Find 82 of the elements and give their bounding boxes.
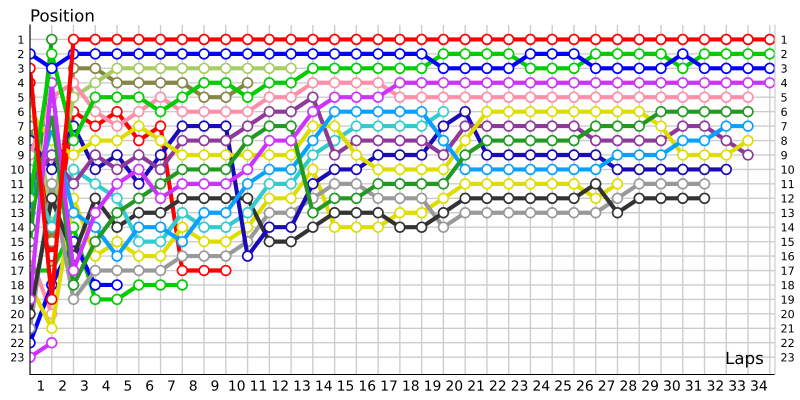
y2-tick-label: 10 bbox=[782, 165, 794, 174]
y-tick-label: 17 bbox=[12, 266, 24, 275]
y2-tick-label: 1 bbox=[782, 36, 787, 44]
x-tick-label: 20 bbox=[446, 380, 462, 391]
y-axis-title: Position bbox=[32, 8, 94, 22]
y-tick-label: 7 bbox=[18, 122, 24, 130]
x-tick-label: 6 bbox=[146, 380, 154, 391]
x-tick-label: 3 bbox=[81, 380, 88, 391]
x-tick-label: 23 bbox=[512, 380, 528, 391]
y2-tick-label: 6 bbox=[781, 108, 787, 116]
y2-tick-label: 4 bbox=[781, 78, 787, 87]
y-tick-label: 5 bbox=[18, 93, 24, 102]
y-tick-label: 4 bbox=[18, 78, 24, 87]
y-tick-label: 20 bbox=[11, 310, 24, 318]
x-tick-label: 26 bbox=[577, 380, 593, 391]
x-tick-label: 4 bbox=[102, 380, 110, 391]
x-tick-label: 18 bbox=[403, 380, 419, 391]
y-tick-label: 3 bbox=[18, 64, 24, 73]
y-tick-label: 14 bbox=[12, 223, 24, 232]
y-tick-label: 21 bbox=[11, 324, 24, 333]
x-tick-label: 22 bbox=[490, 380, 506, 391]
x-tick-label: 2 bbox=[59, 380, 66, 391]
y-tick-label: 6 bbox=[18, 108, 24, 116]
y-tick-label: 11 bbox=[12, 180, 24, 188]
y2-tick-label: 2 bbox=[781, 50, 787, 58]
x-tick-label: 10 bbox=[229, 380, 245, 391]
y2-tick-label: 23 bbox=[781, 353, 794, 362]
y2-tick-label: 8 bbox=[781, 136, 787, 145]
x-tick-label: 5 bbox=[124, 380, 132, 391]
x-tick-label: 32 bbox=[708, 380, 723, 391]
y-tick-label: 9 bbox=[18, 150, 24, 160]
y2-tick-label: 9 bbox=[781, 150, 787, 160]
y2-tick-label: 19 bbox=[782, 295, 794, 304]
x-tick-label: 30 bbox=[664, 380, 680, 391]
y2-tick-label: 21 bbox=[781, 324, 794, 333]
x-tick-label: 28 bbox=[620, 380, 636, 391]
x-tick-label: 31 bbox=[686, 380, 702, 391]
x-tick-label: 7 bbox=[168, 380, 175, 391]
x-tick-label: 19 bbox=[425, 380, 440, 391]
x-tick-label: 33 bbox=[729, 380, 745, 391]
y2-tick-label: 22 bbox=[781, 338, 794, 347]
x-axis-title: Laps bbox=[726, 352, 764, 368]
y2-tick-label: 14 bbox=[782, 223, 794, 232]
x-tick-label: 14 bbox=[316, 380, 332, 391]
y2-tick-label: 18 bbox=[782, 280, 794, 290]
y-tick-label: 18 bbox=[12, 280, 24, 290]
x-tick-label: 11 bbox=[251, 380, 266, 391]
x-tick-label: 12 bbox=[272, 380, 288, 391]
y2-tick-label: 3 bbox=[781, 64, 787, 73]
y2-tick-label: 15 bbox=[782, 238, 794, 246]
y2-tick-label: 13 bbox=[782, 208, 794, 218]
y-tick-label: 10 bbox=[12, 165, 24, 174]
x-tick-label: 29 bbox=[642, 380, 658, 391]
y2-tick-label: 12 bbox=[782, 194, 794, 203]
x-tick-label: 9 bbox=[211, 380, 218, 391]
x-tick-label: 8 bbox=[190, 380, 197, 391]
y-tick-label: 8 bbox=[18, 136, 24, 145]
y-tick-label: 23 bbox=[11, 353, 24, 362]
y-tick-label: 19 bbox=[12, 295, 24, 304]
y2-tick-label: 11 bbox=[782, 180, 794, 188]
y-tick-label: 16 bbox=[12, 252, 24, 260]
x-tick-label: 15 bbox=[338, 380, 354, 391]
y2-tick-label: 17 bbox=[782, 266, 794, 275]
x-tick-label: 13 bbox=[294, 380, 310, 391]
y-tick-label: 12 bbox=[12, 194, 24, 203]
y2-tick-label: 16 bbox=[782, 252, 794, 260]
y2-tick-label: 7 bbox=[781, 122, 787, 130]
y-tick-label: 22 bbox=[11, 338, 24, 347]
x-tick-label: 27 bbox=[598, 380, 614, 391]
x-tick-label: 1 bbox=[38, 380, 44, 391]
x-tick-label: 24 bbox=[534, 380, 550, 391]
x-tick-label: 17 bbox=[382, 380, 397, 391]
x-tick-label: 21 bbox=[468, 380, 484, 391]
y2-tick-label: 20 bbox=[781, 310, 794, 318]
x-tick-label: 16 bbox=[360, 380, 376, 391]
x-tick-label: 34 bbox=[751, 380, 767, 391]
y-tick-label: 1 bbox=[18, 36, 24, 44]
y-tick-label: 15 bbox=[12, 238, 24, 246]
y-tick-label: 13 bbox=[12, 208, 24, 218]
x-tick-label: 25 bbox=[555, 380, 571, 391]
y-tick-label: 2 bbox=[18, 50, 24, 58]
y2-tick-label: 5 bbox=[781, 93, 787, 102]
